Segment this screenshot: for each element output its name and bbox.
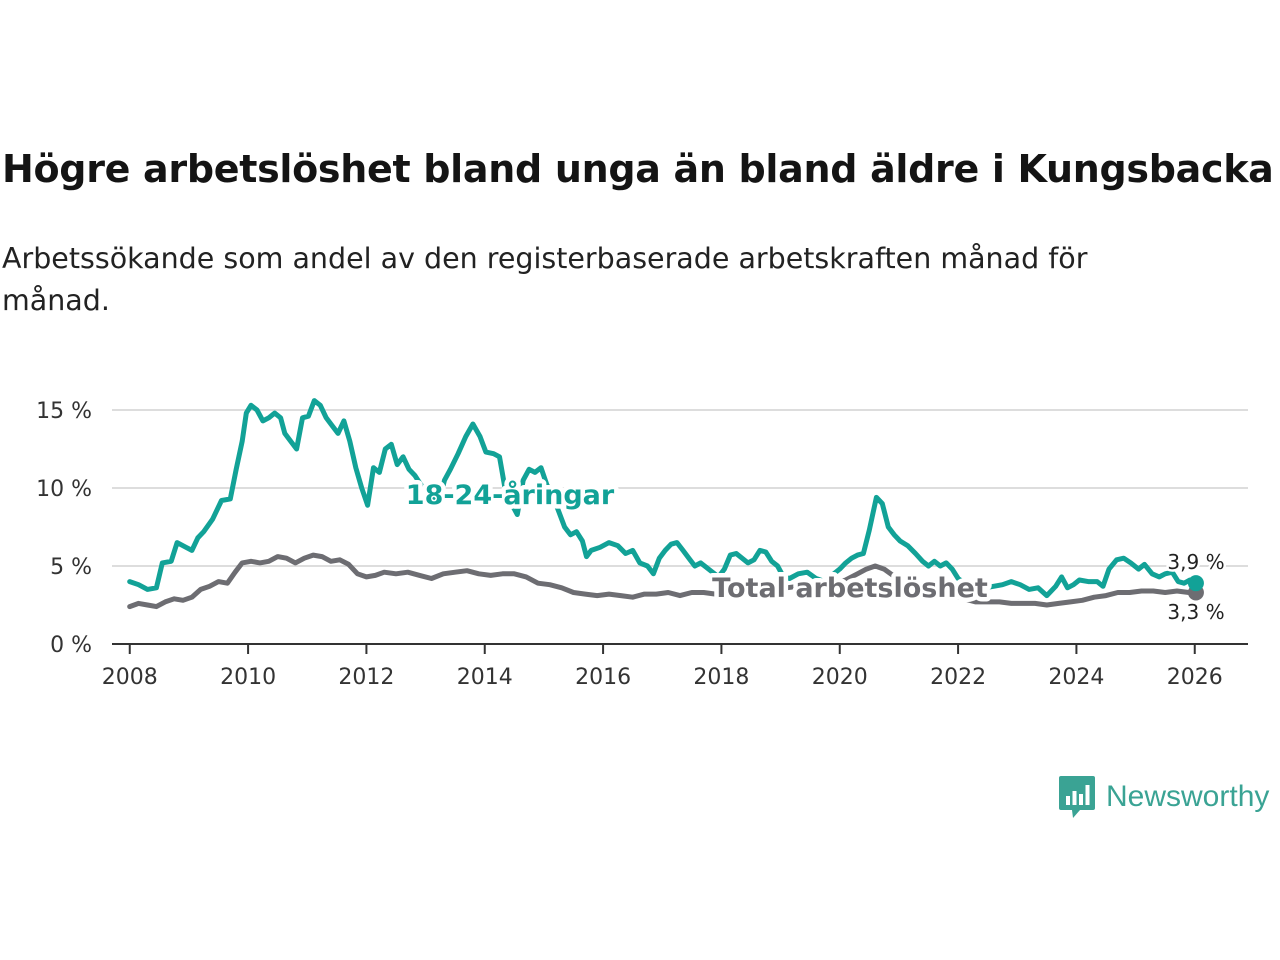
chart-subtitle: Arbetssökande som andel av den registerb… <box>2 242 1088 317</box>
y-tick-label: 0 % <box>50 633 92 658</box>
label-layer: 18-24-åringar Total arbetslöshet 3,9 % 3,3 … <box>401 475 1227 627</box>
end-point-youth <box>1187 575 1204 592</box>
series-line-youth <box>127 398 1199 599</box>
x-tick-label: 2026 <box>1167 665 1223 690</box>
x-tick-label: 2008 <box>102 665 158 690</box>
series-line-total <box>127 552 1199 610</box>
x-tick-label: 2022 <box>930 665 986 690</box>
newsworthy-brand: Newsworthy <box>1058 772 1269 822</box>
x-tick-label: 2020 <box>812 665 868 690</box>
series-layer <box>127 398 1204 610</box>
x-tick-label: 2012 <box>338 665 394 690</box>
y-tick-label: 10 % <box>36 477 92 502</box>
x-tick-label: 2018 <box>693 665 749 690</box>
x-tick-label: 2010 <box>220 665 276 690</box>
grid-layer <box>112 409 1248 645</box>
series-label-youth: 18-24-åringar <box>406 479 615 511</box>
end-label-total: 3,3 % <box>1167 600 1224 624</box>
chart-title: Högre arbetslöshet bland unga än bland ä… <box>2 147 1274 191</box>
x-tick-label: 2014 <box>457 665 513 690</box>
end-label-youth: 3,9 % <box>1167 550 1224 574</box>
x-tick-label: 2024 <box>1048 665 1104 690</box>
newsworthy-logo-icon <box>1059 776 1095 818</box>
y-tick-label: 5 % <box>50 555 92 580</box>
brand-name: Newsworthy <box>1106 780 1270 813</box>
x-tick-label: 2016 <box>575 665 631 690</box>
y-tick-label: 15 % <box>36 399 92 424</box>
tick-layer: 0 % 5 % 10 % 15 % 2008 2010 2012 2014 2016 2018 20… <box>36 399 1223 690</box>
series-label-total: Total arbetslöshet <box>712 573 988 604</box>
